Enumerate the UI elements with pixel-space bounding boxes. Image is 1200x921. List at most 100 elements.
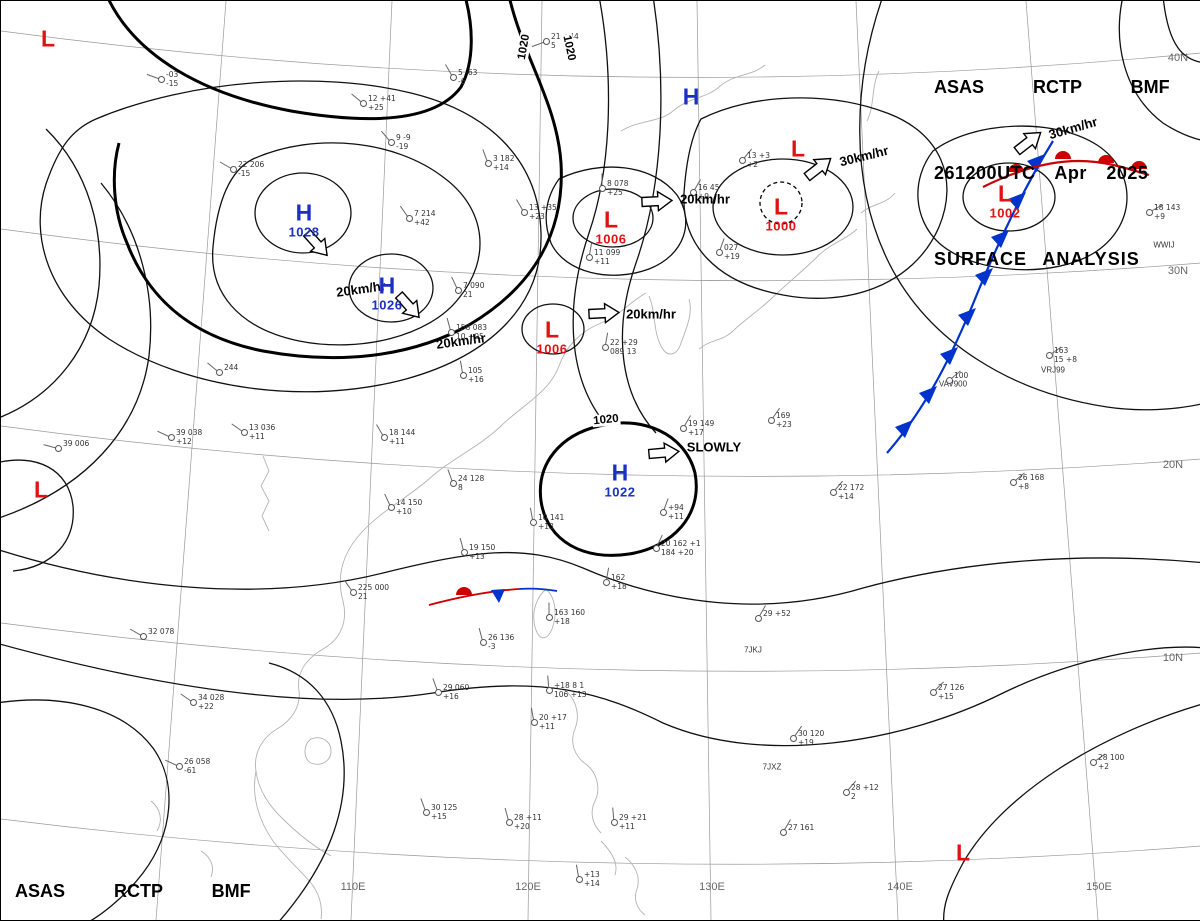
station-values: 163 15 +8 bbox=[1054, 346, 1077, 364]
station-values: 100 bbox=[954, 371, 969, 380]
station-circle bbox=[1046, 352, 1053, 359]
pressure-center-low: L bbox=[790, 135, 806, 162]
station-circle bbox=[360, 100, 367, 107]
station-circle bbox=[780, 829, 787, 836]
station-values: 18 143 +9 bbox=[1154, 203, 1181, 221]
pressure-center-low: L bbox=[956, 841, 970, 865]
station-values: 39 038 +12 bbox=[176, 428, 203, 446]
station-values: 39 006 bbox=[63, 439, 90, 448]
station-circle bbox=[546, 687, 553, 694]
coastlines bbox=[150, 64, 896, 920]
title-block-bottom-left: ASAS RCTP BMF 261200UTC Apr 2025 SURFACE… bbox=[15, 819, 251, 920]
station-circle bbox=[531, 719, 538, 726]
pressure-symbol: H bbox=[295, 199, 313, 226]
station-values: 30 125 +15 bbox=[431, 803, 458, 821]
station-circle bbox=[480, 639, 487, 646]
station-values: 26 136 -3 bbox=[488, 633, 515, 651]
station-circle bbox=[55, 445, 62, 452]
station-values: 28 +11 +20 bbox=[514, 813, 542, 831]
station-circle bbox=[599, 185, 606, 192]
pressure-center-low: L 1006 bbox=[595, 206, 627, 247]
station-circle bbox=[176, 763, 183, 770]
pressure-symbol: L bbox=[790, 135, 806, 162]
station-values: 30 120 +19 bbox=[798, 729, 825, 747]
longitude-label: 140E bbox=[887, 881, 913, 893]
station-values: 14 150 +10 bbox=[396, 498, 423, 516]
station-values: 13 +3 +2 bbox=[747, 151, 770, 169]
station-circle bbox=[350, 589, 357, 596]
station-circle bbox=[1010, 479, 1017, 486]
station-values: 158 083 10 +05 bbox=[456, 323, 488, 341]
station-values: 29 +52 bbox=[763, 609, 791, 618]
station-values: 27 126 +15 bbox=[938, 683, 965, 701]
pressure-symbol: L bbox=[544, 316, 560, 343]
station-values: 28 +12 2 bbox=[851, 783, 879, 801]
station-values: 24 128 8 bbox=[458, 474, 485, 492]
station-circle bbox=[690, 189, 697, 196]
pressure-center-high: H 1026 bbox=[372, 272, 403, 312]
pressure-symbol: H bbox=[378, 272, 396, 299]
station-circle bbox=[461, 549, 468, 556]
station-circle bbox=[790, 735, 797, 742]
station-values: 19 150 +13 bbox=[469, 543, 496, 561]
pressure-symbol: H bbox=[611, 459, 629, 486]
station-values: 34 028 +22 bbox=[198, 693, 225, 711]
station-values: 13 036 +11 bbox=[249, 423, 276, 441]
station-values: 244 bbox=[224, 363, 239, 372]
pressure-center-low: L 1002 bbox=[990, 180, 1021, 220]
longitude-label: 110E bbox=[340, 881, 366, 893]
station-circle bbox=[602, 344, 609, 351]
station-circle bbox=[768, 417, 775, 424]
pressure-symbol: L bbox=[997, 180, 1013, 207]
motion-label: 20km/hr bbox=[680, 191, 730, 207]
station-id-label: VAV900 bbox=[938, 379, 968, 389]
station-values: 29 060 +16 bbox=[443, 683, 470, 701]
chart-id-label: ASAS RCTP BMF bbox=[15, 880, 251, 901]
station-circle bbox=[388, 139, 395, 146]
station-id-label: 7JKJ bbox=[744, 645, 762, 655]
latitude-label: 30N bbox=[1167, 265, 1189, 277]
title-block-top-right: ASAS RCTP BMF 261200UTC Apr 2025 SURFACE… bbox=[934, 15, 1170, 332]
station-circle bbox=[755, 615, 762, 622]
station-values: 19 149 +17 bbox=[688, 419, 715, 437]
pressure-center-low: L 1000 bbox=[765, 193, 797, 234]
station-circle bbox=[930, 689, 937, 696]
motion-label: 20km/hr bbox=[626, 306, 676, 322]
station-values: 29 +21 +11 bbox=[619, 813, 647, 831]
station-circle bbox=[140, 633, 147, 640]
station-id-label: 7JXZ bbox=[762, 762, 782, 772]
motion-label: SLOWLY bbox=[686, 439, 742, 455]
station-values: 7 090 21 bbox=[463, 281, 485, 299]
station-circle bbox=[586, 254, 593, 261]
pressure-center-high: H 1022 bbox=[605, 459, 636, 499]
station-values: 8 078 +25 bbox=[607, 179, 629, 197]
pressure-symbol: L bbox=[33, 476, 49, 503]
station-values: 3 182 +14 bbox=[493, 154, 515, 172]
station-circle bbox=[830, 489, 837, 496]
pressure-value: 1000 bbox=[765, 218, 797, 234]
station-values: 20 +17 +11 bbox=[539, 713, 567, 731]
station-values: 5 -63 -6 bbox=[458, 68, 478, 86]
station-circle bbox=[435, 689, 442, 696]
station-values: 22 +29 089 13 bbox=[610, 338, 638, 356]
station-circle bbox=[653, 545, 660, 552]
station-circle bbox=[158, 76, 165, 83]
station-circle bbox=[739, 157, 746, 164]
longitude-label: 120E bbox=[515, 881, 541, 893]
station-circle bbox=[843, 789, 850, 796]
station-values: 32 078 bbox=[148, 627, 175, 636]
latitude-label: 10N bbox=[1162, 652, 1184, 664]
station-circle bbox=[576, 876, 583, 883]
pressure-symbol: L bbox=[40, 25, 56, 52]
pressure-symbol: H bbox=[682, 83, 700, 110]
station-circle bbox=[521, 209, 528, 216]
station-values: 027 +19 bbox=[724, 243, 740, 261]
station-circle bbox=[241, 429, 248, 436]
station-values: 12 +41 +25 bbox=[368, 94, 396, 112]
pressure-value: 1006 bbox=[595, 231, 627, 247]
pressure-symbol: L bbox=[603, 206, 619, 233]
pressure-symbol: L bbox=[773, 193, 789, 220]
station-values: 26 168 +8 bbox=[1018, 473, 1045, 491]
